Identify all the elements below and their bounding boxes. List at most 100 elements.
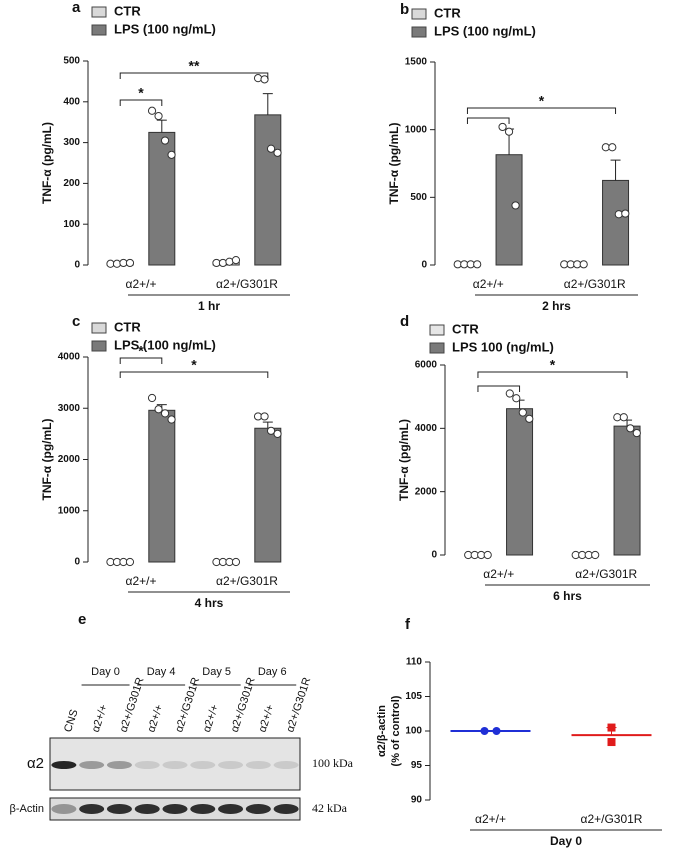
size-label: 42 kDa: [312, 801, 348, 815]
data-point: [473, 260, 482, 269]
bar: [254, 114, 282, 266]
data-point: [632, 428, 641, 438]
significance-bracket: [119, 72, 269, 79]
legend-swatch: [429, 342, 445, 354]
blot-band: [190, 761, 216, 769]
blot-band: [51, 761, 77, 769]
row-label: α2: [27, 755, 44, 772]
x-tick-label: α2+/+: [475, 812, 506, 826]
y-tick-label: 300: [63, 137, 80, 148]
significance-label: *: [138, 343, 144, 359]
blot-band: [245, 804, 271, 814]
lane-label: α2+/+: [145, 703, 165, 734]
y-tick-label: 100: [405, 726, 422, 737]
legend-label: LPS 100 (ng/mL): [452, 339, 554, 354]
y-tick-label: 1000: [58, 505, 81, 516]
data-point: [160, 136, 170, 145]
y-axis-label: (% of control): [390, 695, 402, 766]
y-tick-label: 95: [411, 760, 423, 771]
data-point: [518, 408, 527, 417]
y-tick-label: 3000: [58, 403, 81, 414]
size-label: 100 kDa: [312, 756, 354, 770]
x-axis-label: Day 0: [550, 834, 582, 848]
y-tick-label: 2000: [58, 454, 81, 465]
blot-band: [245, 761, 271, 769]
blot-band: [79, 804, 105, 814]
panel-label: d: [400, 313, 409, 330]
bar: [495, 154, 523, 266]
blot-band: [134, 804, 160, 814]
significance-label: *: [138, 85, 144, 101]
lane-label: CNS: [62, 708, 81, 734]
x-tick-label: α2+/G301R: [575, 567, 637, 581]
blot-band: [162, 804, 188, 814]
y-axis-label: TNF-α (pg/mL): [397, 419, 411, 501]
day-label: Day 0: [91, 666, 120, 678]
blot-band: [106, 761, 132, 769]
y-tick-label: 0: [431, 550, 437, 561]
significance-bracket: [477, 385, 521, 392]
bar: [602, 179, 630, 266]
x-tick-label: α2+/+: [126, 277, 157, 291]
significance-label: *: [550, 357, 556, 373]
data-point: [511, 201, 520, 210]
data-point: [154, 111, 163, 121]
data-point: [512, 394, 521, 403]
legend-swatch: [411, 26, 427, 38]
data-point: [626, 424, 635, 433]
y-tick-label: 4000: [58, 352, 81, 363]
legend-label: LPS (100 ng/mL): [114, 337, 216, 352]
legend-label: CTR: [434, 5, 461, 20]
data-point: [607, 738, 616, 747]
blot-band: [273, 761, 299, 769]
data-point: [498, 122, 507, 132]
legend-swatch: [91, 340, 107, 352]
y-tick-label: 0: [421, 260, 427, 271]
blot-band: [218, 761, 244, 769]
data-point: [260, 412, 269, 421]
data-point: [607, 723, 616, 732]
panel-label: e: [78, 611, 86, 628]
blot-band: [106, 804, 132, 814]
blot-band: [79, 761, 105, 769]
x-tick-label: α2+/G301R: [581, 812, 643, 826]
y-tick-label: 500: [63, 56, 80, 67]
significance-bracket: [466, 117, 510, 124]
data-point: [619, 413, 628, 422]
data-point: [480, 727, 489, 735]
bar: [148, 409, 176, 563]
legend-swatch: [411, 8, 427, 20]
lane-label: α2+/+: [257, 703, 277, 734]
data-point: [154, 405, 163, 414]
x-tick-label: α2+/G301R: [564, 277, 626, 291]
y-tick-label: 100: [63, 219, 80, 230]
y-tick-label: 400: [63, 96, 80, 107]
data-point: [273, 148, 282, 157]
legend-swatch: [429, 324, 445, 336]
significance-label: *: [191, 357, 197, 373]
legend-swatch: [91, 24, 107, 36]
x-axis-label: 4 hrs: [195, 596, 224, 610]
day-label: Day 6: [258, 666, 287, 678]
data-point: [621, 209, 630, 218]
data-point: [266, 144, 276, 153]
blot-band: [273, 804, 299, 814]
data-point: [147, 393, 157, 403]
significance-bracket: [119, 357, 163, 364]
y-tick-label: 500: [410, 192, 427, 203]
row-label: β-Actin: [10, 803, 44, 815]
lane-label: α2+/+: [201, 703, 221, 734]
x-axis-label: 6 hrs: [553, 589, 582, 603]
y-tick-label: 1000: [405, 124, 428, 135]
data-point: [273, 429, 282, 438]
legend-swatch: [91, 322, 107, 334]
data-point: [218, 258, 228, 268]
significance-label: *: [539, 93, 545, 109]
y-axis-label: α2/β-actin: [376, 705, 388, 757]
significance-label: **: [189, 58, 200, 74]
blot-band: [134, 761, 160, 769]
bar: [254, 427, 282, 563]
x-tick-label: α2+/+: [126, 574, 157, 588]
data-point: [608, 143, 617, 152]
blot-band: [218, 804, 244, 814]
